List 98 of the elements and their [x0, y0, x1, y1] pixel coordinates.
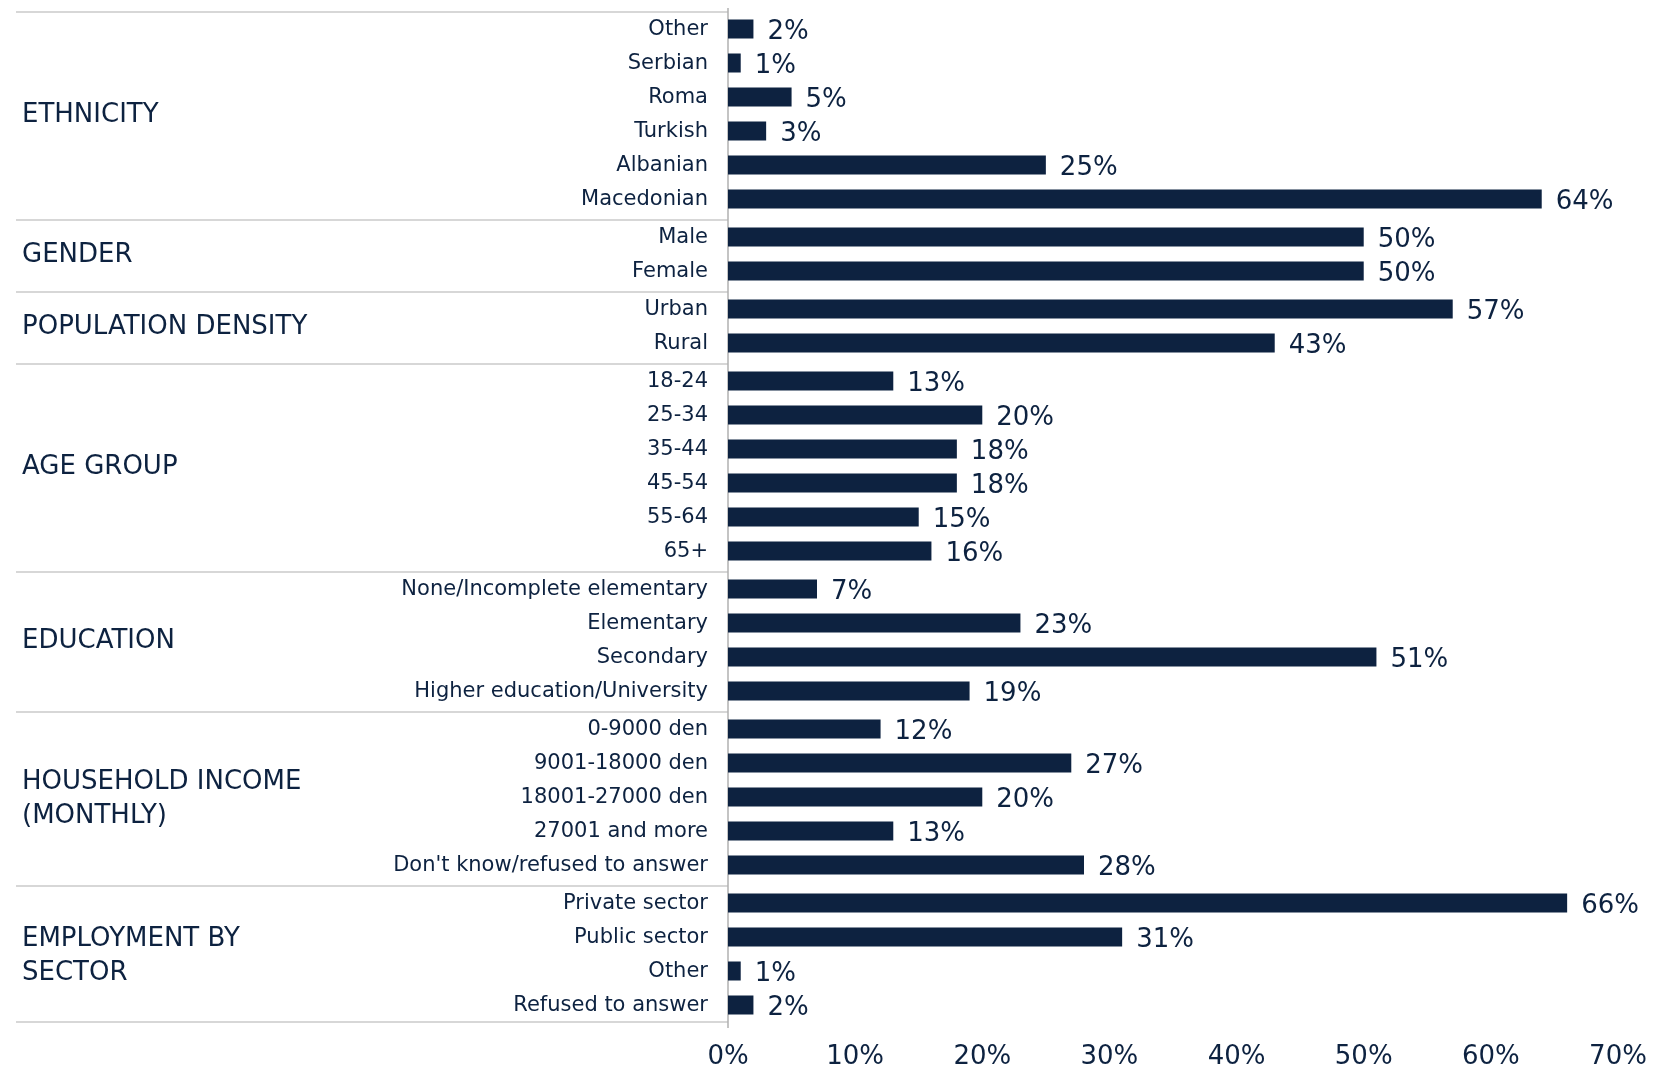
bar [728, 821, 894, 841]
x-tick-label: 0% [707, 1040, 749, 1070]
data-label: 28% [1098, 850, 1156, 881]
bar [728, 189, 1542, 209]
bar [728, 613, 1021, 633]
bar [728, 473, 957, 493]
y-tick-label: Serbian [627, 50, 708, 74]
data-label: 25% [1059, 150, 1118, 181]
y-tick-label: Albanian [616, 152, 708, 176]
y-tick-label: Secondary [596, 644, 708, 668]
data-label: 13% [907, 816, 966, 847]
y-axis-title: ETHNICITY [22, 97, 159, 128]
x-tick-label: 70% [1589, 1040, 1647, 1070]
data-label: 13% [907, 366, 966, 397]
data-label: 66% [1581, 888, 1639, 919]
data-label: 20% [996, 782, 1055, 813]
y-tick-label: 18001-27000 den [520, 784, 708, 808]
bar [728, 541, 932, 561]
bar [728, 995, 754, 1015]
y-tick-label: 45-54 [646, 470, 708, 494]
x-tick-label: 10% [826, 1040, 885, 1070]
data-label: 57% [1466, 294, 1525, 325]
data-label: 15% [932, 502, 991, 533]
bar [728, 961, 741, 981]
bar [728, 405, 983, 425]
y-axis-title: EMPLOYMENT BY SECTOR [22, 921, 240, 986]
x-tick-label: 20% [953, 1040, 1012, 1070]
y-tick-label: 25-34 [646, 402, 708, 426]
bar [728, 753, 1072, 773]
data-label: 50% [1377, 222, 1436, 253]
data-label: 12% [894, 714, 953, 745]
y-tick-label: Urban [644, 296, 708, 320]
bar [728, 371, 894, 391]
bar [728, 87, 792, 107]
data-label: 51% [1390, 642, 1449, 673]
data-label: 5% [805, 82, 847, 113]
y-tick-label: Don't know/refused to answer [393, 852, 709, 876]
data-label: 50% [1377, 256, 1436, 287]
y-tick-label: 9001-18000 den [533, 750, 708, 774]
y-tick-label: 35-44 [646, 436, 708, 460]
y-tick-label: Other [648, 16, 709, 40]
bar [728, 787, 983, 807]
data-label: 1% [754, 48, 796, 79]
y-tick-label: Macedonian [581, 186, 708, 210]
data-label: 64% [1555, 184, 1614, 215]
bar [728, 893, 1568, 913]
x-tick-label: 30% [1080, 1040, 1139, 1070]
data-label: 23% [1034, 608, 1093, 639]
data-label: 31% [1136, 922, 1194, 953]
bar [728, 155, 1046, 175]
y-tick-label: Elementary [587, 610, 708, 634]
y-tick-label: None/Incomplete elementary [401, 576, 708, 600]
data-label: 16% [945, 536, 1004, 567]
data-label: 27% [1085, 748, 1144, 779]
bar [728, 647, 1377, 667]
y-tick-label: 0-9000 den [587, 716, 708, 740]
y-tick-label: Private sector [562, 890, 709, 914]
x-tick-label: 60% [1461, 1040, 1520, 1070]
y-tick-label: Other [648, 958, 709, 982]
y-tick-label: Higher education/University [414, 678, 708, 702]
y-tick-label: 65+ [663, 538, 708, 562]
y-tick-label: 55-64 [646, 504, 708, 528]
bar [728, 579, 817, 599]
bar [728, 121, 767, 141]
data-label: 2% [767, 990, 809, 1021]
y-tick-label: 27001 and more [533, 818, 708, 842]
bar [728, 53, 741, 73]
data-label: 20% [996, 400, 1055, 431]
data-label: 7% [831, 574, 873, 605]
y-tick-label: Refused to answer [513, 992, 709, 1016]
y-tick-label: 18-24 [646, 368, 708, 392]
data-label: 18% [970, 468, 1029, 499]
x-tick-label: 50% [1334, 1040, 1393, 1070]
y-tick-label: Rural [653, 330, 708, 354]
bar [728, 719, 881, 739]
y-tick-label: Female [632, 258, 708, 282]
bar [728, 855, 1084, 875]
bar [728, 19, 754, 39]
y-axis-title: AGE GROUP [22, 449, 178, 480]
y-axis-title: POPULATION DENSITY [22, 309, 308, 340]
y-axis-title: EDUCATION [22, 623, 175, 654]
data-label: 19% [983, 676, 1042, 707]
data-label: 2% [767, 14, 809, 45]
data-label: 3% [780, 116, 822, 147]
bar [728, 439, 957, 459]
y-tick-label: Male [658, 224, 708, 248]
y-axis-title: HOUSEHOLD INCOME (MONTHLY) [22, 764, 302, 829]
x-tick-label: 40% [1207, 1040, 1266, 1070]
y-tick-label: Public sector [574, 924, 709, 948]
bar [728, 681, 970, 701]
y-tick-label: Roma [648, 84, 708, 108]
y-tick-label: Turkish [633, 118, 708, 142]
bar [728, 927, 1123, 947]
data-label: 1% [754, 956, 796, 987]
data-label: 43% [1288, 328, 1347, 359]
data-label: 18% [970, 434, 1029, 465]
bar [728, 507, 919, 527]
y-axis-title: GENDER [22, 237, 133, 268]
